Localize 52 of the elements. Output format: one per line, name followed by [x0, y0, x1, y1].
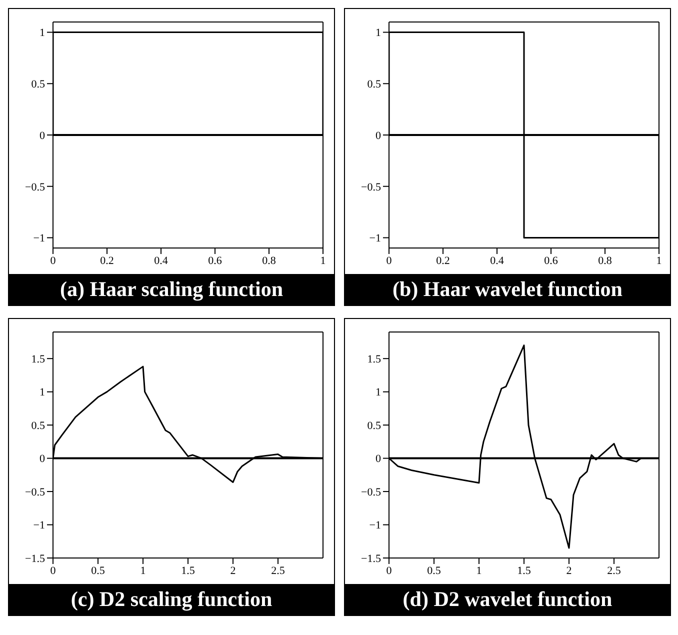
- x-tick-label: 2: [566, 564, 572, 577]
- y-tick-label: −0.5: [25, 486, 46, 498]
- x-tick-label: 0.6: [208, 254, 222, 267]
- x-tick-label: 1: [656, 254, 662, 267]
- y-tick-label: −1: [369, 232, 381, 245]
- x-tick-label: 0.4: [490, 254, 504, 267]
- y-tick-label: 0.5: [31, 420, 46, 432]
- y-tick-label: 0: [376, 453, 382, 466]
- x-tick-label: 2: [230, 564, 236, 577]
- y-tick-label: −1: [33, 232, 45, 245]
- y-tick-label: 1: [376, 386, 381, 399]
- y-tick-label: 1: [40, 386, 45, 399]
- y-tick-label: −1: [369, 520, 381, 532]
- x-tick-label: 1.5: [517, 564, 532, 577]
- x-tick-label: 0: [50, 254, 56, 267]
- x-tick-label: 0.5: [427, 564, 442, 577]
- y-tick-label: 1: [40, 27, 45, 40]
- y-tick-label: 0.5: [31, 78, 46, 91]
- x-tick-label: 1: [476, 564, 482, 577]
- x-tick-label: 0.2: [436, 254, 450, 267]
- text: (a) Haar scaling function: [9, 274, 334, 305]
- x-tick-label: 0.5: [91, 564, 106, 577]
- y-tick-label: −1: [33, 520, 45, 532]
- y-tick-label: −0.5: [25, 181, 46, 194]
- x-tick-label: 1: [320, 254, 326, 267]
- text: (b) Haar wavelet function: [345, 274, 670, 305]
- y-tick-label: −1.5: [361, 552, 382, 565]
- x-tick-label: 0.2: [100, 254, 114, 267]
- y-tick-label: 1: [376, 27, 381, 40]
- y-tick-label: −1.5: [25, 552, 46, 565]
- x-tick-label: 0: [386, 564, 392, 577]
- x-tick-label: 1.5: [181, 564, 196, 577]
- x-tick-label: 0: [50, 564, 56, 577]
- x-tick-label: 0: [386, 254, 392, 267]
- y-tick-label: 0: [40, 130, 46, 142]
- text: (d) D2 wavelet function: [345, 584, 670, 615]
- x-tick-label: 0.8: [262, 254, 276, 267]
- y-tick-label: 0.5: [367, 78, 382, 91]
- y-tick-label: 0: [40, 453, 46, 466]
- text: (c) D2 scaling function: [9, 584, 334, 615]
- y-tick-label: 1.5: [367, 353, 382, 366]
- y-tick-label: 0.5: [367, 420, 382, 432]
- y-tick-label: 1.5: [31, 353, 46, 366]
- x-tick-label: 2.5: [271, 564, 286, 577]
- x-tick-label: 0.6: [544, 254, 558, 267]
- x-tick-label: 0.8: [598, 254, 612, 267]
- y-tick-label: −0.5: [361, 181, 382, 194]
- y-tick-label: 0: [376, 130, 382, 142]
- x-tick-label: 1: [140, 564, 146, 577]
- x-tick-label: 2.5: [607, 564, 622, 577]
- y-tick-label: −0.5: [361, 486, 382, 498]
- x-tick-label: 0.4: [154, 254, 168, 267]
